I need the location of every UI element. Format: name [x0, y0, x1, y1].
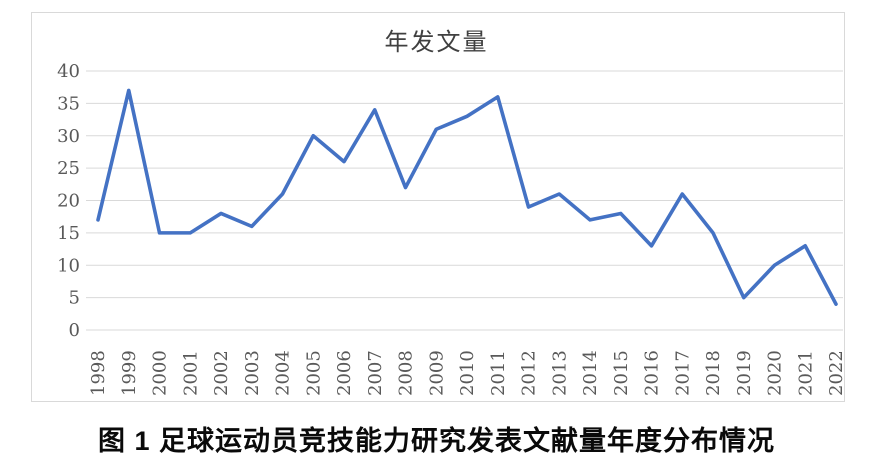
chart-title: 年发文量	[384, 28, 489, 56]
x-tick-label: 2007	[365, 350, 386, 396]
x-axis-labels: 1998 1999 2000 2001 2002 2003 2004 2005 2006 2007…	[88, 350, 847, 396]
x-tick-label: 2013	[549, 350, 570, 396]
x-tick-label: 2008	[396, 350, 417, 396]
y-tick-label: 10	[57, 255, 80, 276]
y-tick-label: 30	[57, 126, 80, 147]
y-tick-label: 0	[69, 320, 80, 341]
y-tick-label: 25	[57, 158, 80, 179]
y-axis-labels: 0 5 10 15 20 25 30 35 40	[57, 61, 80, 341]
x-tick-label: 2004	[273, 350, 294, 396]
y-tick-label: 40	[57, 61, 80, 82]
y-tick-label: 5	[69, 288, 80, 309]
x-tick-label: 2006	[334, 350, 355, 396]
x-tick-label: 2001	[180, 350, 201, 396]
x-tick-label: 2012	[519, 350, 540, 396]
x-tick-label: 2017	[672, 350, 693, 396]
x-tick-label: 2005	[303, 350, 324, 396]
x-tick-label: 2011	[488, 350, 509, 396]
x-tick-label: 2021	[795, 350, 816, 396]
data-line	[96, 88, 838, 306]
x-tick-label: 2022	[826, 350, 847, 396]
x-tick-label: 2014	[580, 350, 601, 396]
y-tick-label: 15	[57, 223, 80, 244]
x-tick-label: 2015	[611, 350, 632, 396]
x-tick-label: 2018	[703, 350, 724, 396]
chart-frame	[31, 12, 845, 402]
y-tick-label: 35	[57, 93, 80, 114]
x-tick-label: 2009	[426, 350, 447, 396]
y-tick-label: 20	[57, 191, 80, 212]
x-tick-label: 2010	[457, 350, 478, 396]
x-tick-label: 1998	[88, 350, 109, 396]
figure-caption: 图 1 足球运动员竞技能力研究发表文献量年度分布情况	[97, 426, 776, 456]
x-tick-label: 2000	[150, 350, 171, 396]
x-tick-label: 2019	[734, 350, 755, 396]
x-tick-label: 2016	[642, 350, 663, 396]
x-tick-label: 2020	[765, 350, 786, 396]
gridlines	[86, 70, 843, 331]
x-tick-label: 2002	[211, 350, 232, 396]
x-tick-label: 1999	[119, 350, 140, 396]
x-tick-label: 2003	[242, 350, 263, 396]
